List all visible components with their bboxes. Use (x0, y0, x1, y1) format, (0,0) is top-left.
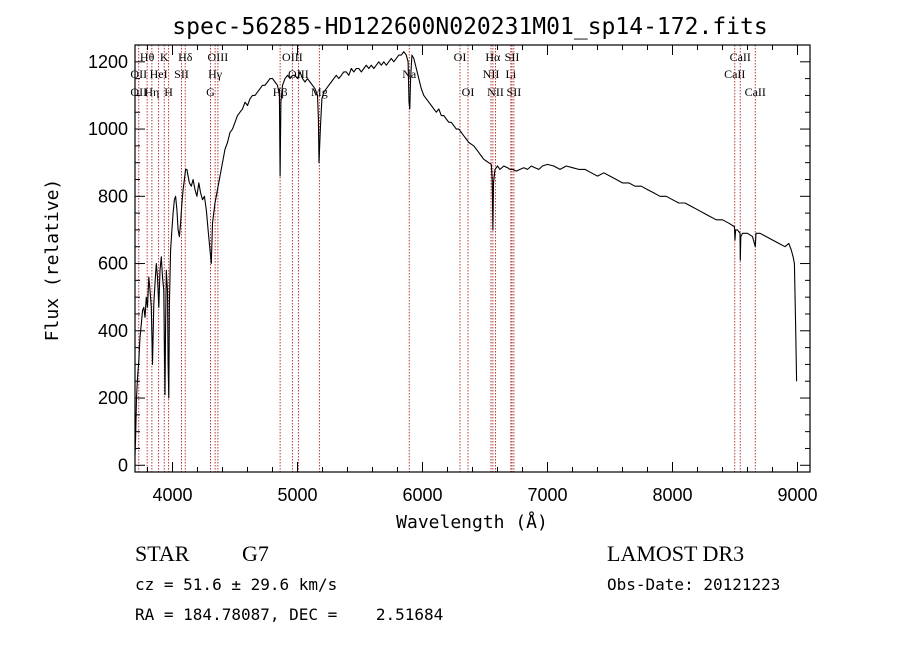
spectral-line-label: Hα (485, 50, 501, 64)
y-tick-label: 800 (98, 186, 128, 206)
spectral-line-label: Hγ (208, 67, 223, 81)
spectral-line-label: Hδ (178, 50, 193, 64)
x-tick-label: 9000 (777, 485, 817, 505)
spectral-line-label: OIII (282, 50, 303, 64)
x-axis-label: Wavelength (Å) (396, 511, 548, 533)
spectral-line-label: SII (505, 50, 520, 64)
y-tick-label: 1000 (88, 119, 128, 139)
spectrum-series (134, 51, 798, 456)
spectral-line-label: OI (462, 85, 475, 99)
spectral-line-label: OIII (288, 67, 309, 81)
spectral-line-label: K (160, 50, 169, 64)
x-tick-label: 8000 (652, 485, 692, 505)
object-subclass: G7 (242, 541, 269, 566)
y-tick-label: 200 (98, 388, 128, 408)
spectral-line-label: CaII (745, 85, 766, 99)
x-tick-label: 6000 (402, 485, 442, 505)
line-markers (138, 45, 756, 472)
spectral-line-label: Hη (144, 85, 159, 99)
y-axis-label: Flux (relative) (42, 179, 63, 342)
x-axis-ticks: 4000 5000 6000 7000 8000 9000 (147, 45, 818, 505)
y-axis-ticks: 0 200 400 600 800 1000 1200 (88, 52, 810, 475)
y-tick-label: 400 (98, 321, 128, 341)
spectral-line-label: Li (506, 67, 517, 81)
spectral-line-label: Na (402, 67, 417, 81)
obs-date: Obs-Date: 20121223 (607, 575, 780, 594)
spectrum-line (134, 51, 798, 456)
spectral-line-label: NII (487, 85, 504, 99)
object-class: STAR (135, 541, 190, 566)
y-tick-label: 0 (118, 455, 128, 475)
x-tick-label: 5000 (277, 485, 317, 505)
line-labels: OIIOIIHθHηHeIKHSIIHδGHγOIIIHβOIIIOIIIMgN… (130, 50, 766, 99)
redshift-text: cz = 51.6 ± 29.6 km/s (135, 575, 337, 594)
info-panel: STAR G7 LAMOST DR3 cz = 51.6 ± 29.6 km/s… (135, 541, 780, 624)
spectral-line-label: SII (174, 67, 189, 81)
y-tick-label: 1200 (88, 52, 128, 72)
y-tick-label: 600 (98, 254, 128, 274)
radec-text: RA = 184.78087, DEC = 2.51684 (135, 605, 443, 624)
spectral-line-label: NII (483, 67, 500, 81)
chart-title: spec-56285-HD122600N020231M01_sp14-172.f… (172, 14, 767, 40)
spectral-line-label: CaII (730, 50, 751, 64)
plot-frame (134, 44, 811, 473)
spectral-line-label: CaII (724, 67, 745, 81)
spectral-line-label: OIII (208, 50, 229, 64)
spectral-line-label: G (206, 85, 215, 99)
spectral-line-label: H (164, 85, 173, 99)
survey-name: LAMOST DR3 (607, 541, 744, 566)
spectral-line-label: Hθ (140, 50, 155, 64)
spectral-line-label: SII (507, 85, 522, 99)
x-tick-label: 7000 (527, 485, 567, 505)
x-tick-label: 4000 (152, 485, 192, 505)
spectral-line-label: OI (454, 50, 467, 64)
spectral-line-label: HeI (150, 67, 168, 81)
spectral-line-label: Hβ (273, 85, 288, 99)
